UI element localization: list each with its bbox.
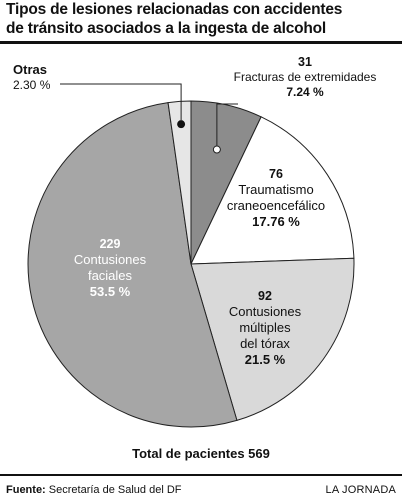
title-divider: [0, 41, 402, 44]
footer: Fuente: Secretaría de Salud del DF LA JO…: [6, 483, 396, 499]
callout-dot-otras: [177, 120, 186, 129]
slice-category-faciales-1: faciales: [88, 268, 133, 283]
slice-count-torax: 92: [258, 289, 272, 303]
pie-slice-otras: [167, 100, 192, 265]
slice-percent-faciales: 53.5 %: [90, 284, 131, 299]
callout-leader-otras: [60, 83, 182, 121]
slice-category-torax-0: Contusiones: [229, 304, 302, 319]
slice-category-trauma-1: craneoencefálico: [227, 198, 325, 213]
chart-title-line-1: Tipos de lesiones relacionadas con accid…: [6, 1, 343, 18]
slice-percent-fracturas: 7.24 %: [286, 85, 324, 99]
chart-title-line-2: de tránsito asociados a la ingesta de al…: [6, 20, 327, 37]
slice-percent-torax: 21.5 %: [245, 352, 286, 367]
footer-divider: [0, 474, 402, 476]
pie-callouts: [60, 83, 238, 154]
slice-category-torax-2: del tórax: [240, 336, 290, 351]
source-text: Secretaría de Salud del DF: [48, 484, 182, 496]
callout-dot-fracturas: [212, 145, 221, 154]
slice-category-otras-0: Otras: [13, 62, 47, 77]
slice-count-faciales: 229: [100, 237, 121, 251]
slice-count-fracturas: 31: [298, 55, 312, 69]
slice-percent-trauma: 17.76 %: [252, 214, 300, 229]
total-patients: Total de pacientes 569: [132, 446, 270, 461]
slice-category-faciales-0: Contusiones: [74, 252, 147, 267]
slice-count-trauma: 76: [269, 167, 283, 181]
slice-category-fracturas-0: Fracturas de extremidades: [234, 70, 377, 84]
pie-slice-faciales: [27, 102, 238, 428]
pie-slices: [27, 100, 355, 428]
chart-title: Tipos de lesiones relacionadas con accid…: [6, 0, 396, 38]
pie-slice-trauma: [190, 116, 355, 265]
source-label: Fuente:: [6, 484, 46, 496]
slice-percent-otras: 2.30 %: [13, 78, 51, 92]
slice-category-trauma-0: Traumatismo: [238, 182, 313, 197]
pie-slice-torax: [190, 257, 355, 422]
brand-logo: LA JORNADA: [325, 484, 396, 496]
callout-leader-fracturas: [216, 103, 238, 146]
slice-category-torax-1: múltiples: [239, 320, 291, 335]
